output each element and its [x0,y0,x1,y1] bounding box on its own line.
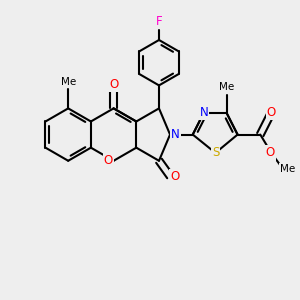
Text: Me: Me [280,164,295,174]
Text: O: O [267,106,276,119]
Text: O: O [265,146,274,159]
Text: F: F [156,15,162,28]
Text: N: N [171,128,180,141]
Text: O: O [104,154,113,167]
Text: Me: Me [61,76,76,87]
Text: S: S [212,146,219,159]
Text: Me: Me [219,82,234,92]
Text: O: O [171,170,180,183]
Text: N: N [200,106,208,119]
Text: O: O [109,78,118,91]
